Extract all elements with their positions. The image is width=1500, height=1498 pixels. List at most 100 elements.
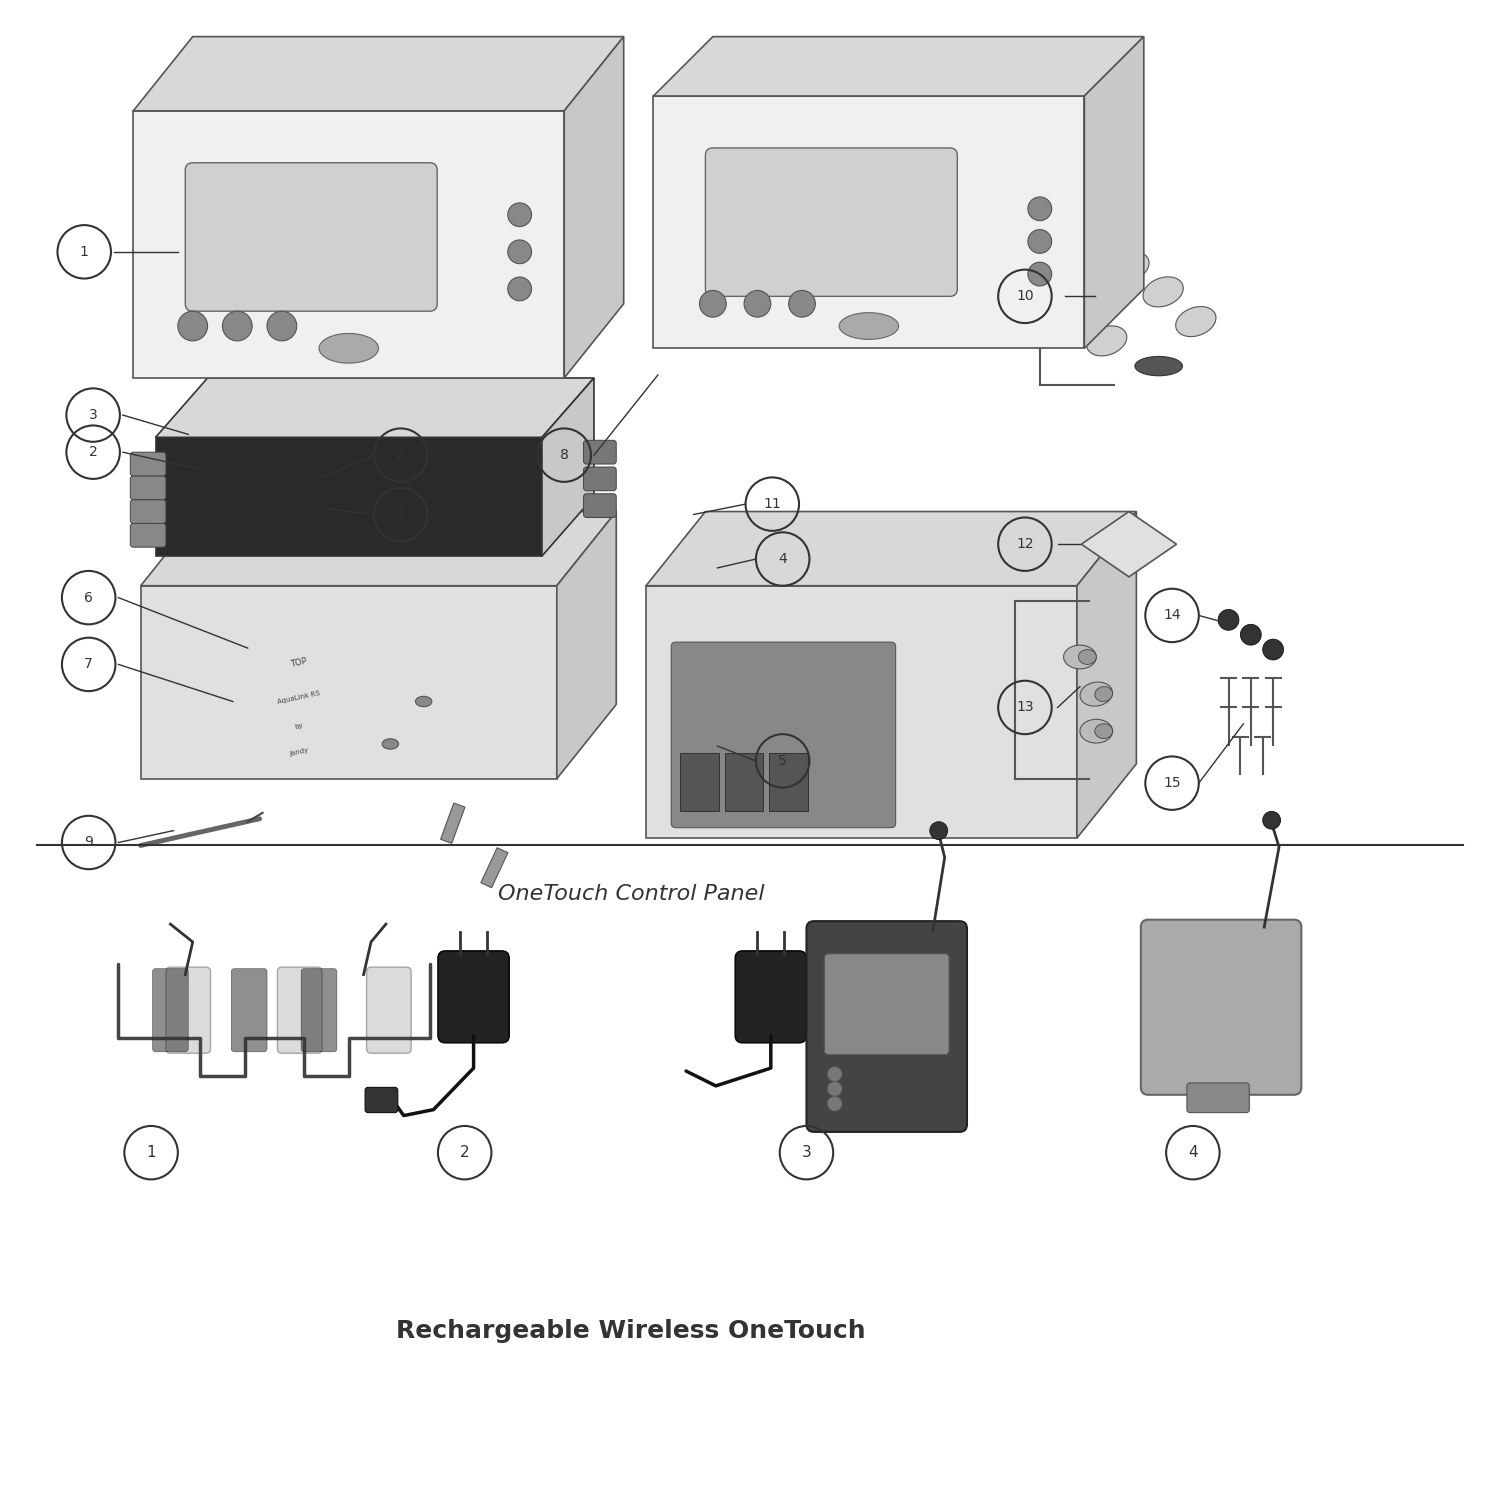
FancyBboxPatch shape [364, 1088, 398, 1113]
Ellipse shape [839, 313, 898, 340]
Polygon shape [134, 111, 564, 377]
FancyBboxPatch shape [186, 163, 436, 312]
Text: 15: 15 [1162, 776, 1180, 789]
Ellipse shape [1064, 646, 1096, 670]
FancyBboxPatch shape [584, 467, 616, 491]
Text: 14: 14 [1162, 608, 1180, 623]
Ellipse shape [1080, 682, 1113, 706]
Polygon shape [564, 36, 624, 377]
Circle shape [828, 1097, 842, 1112]
Circle shape [178, 312, 207, 342]
FancyBboxPatch shape [705, 148, 957, 297]
FancyBboxPatch shape [1142, 920, 1302, 1095]
Circle shape [744, 291, 771, 318]
FancyBboxPatch shape [807, 921, 968, 1132]
Text: Jandy: Jandy [290, 746, 309, 756]
Text: 10: 10 [1016, 289, 1034, 304]
Ellipse shape [416, 697, 432, 707]
FancyBboxPatch shape [825, 954, 950, 1055]
Polygon shape [556, 511, 616, 779]
Text: 13: 13 [1016, 701, 1034, 715]
FancyBboxPatch shape [584, 494, 616, 517]
FancyBboxPatch shape [770, 753, 808, 812]
Circle shape [1263, 812, 1281, 828]
FancyBboxPatch shape [584, 440, 616, 464]
Ellipse shape [1086, 327, 1126, 357]
FancyBboxPatch shape [130, 452, 166, 476]
FancyBboxPatch shape [130, 476, 166, 500]
Circle shape [509, 240, 531, 264]
Circle shape [828, 1067, 842, 1082]
FancyBboxPatch shape [130, 523, 166, 547]
Text: AquaLink RS: AquaLink RS [278, 691, 321, 706]
FancyBboxPatch shape [231, 969, 267, 1052]
Polygon shape [646, 586, 1077, 837]
Text: 3: 3 [801, 1144, 812, 1159]
FancyBboxPatch shape [724, 753, 764, 812]
FancyBboxPatch shape [670, 643, 896, 828]
Circle shape [789, 291, 816, 318]
Text: Rechargeable Wireless OneTouch: Rechargeable Wireless OneTouch [396, 1318, 866, 1342]
Circle shape [222, 312, 252, 342]
Text: 4: 4 [778, 553, 788, 566]
Ellipse shape [1136, 357, 1182, 376]
Text: 2: 2 [396, 448, 405, 463]
FancyBboxPatch shape [735, 951, 807, 1043]
Ellipse shape [382, 739, 399, 749]
FancyBboxPatch shape [366, 968, 411, 1053]
Text: 2: 2 [88, 445, 98, 460]
FancyBboxPatch shape [1186, 1083, 1250, 1113]
FancyBboxPatch shape [302, 969, 338, 1052]
Circle shape [509, 202, 531, 226]
Polygon shape [156, 377, 594, 437]
Polygon shape [1077, 511, 1137, 837]
Circle shape [509, 277, 531, 301]
Text: 6: 6 [84, 590, 93, 605]
FancyBboxPatch shape [278, 968, 322, 1053]
Circle shape [1263, 640, 1284, 661]
Text: by: by [294, 722, 303, 731]
Text: 12: 12 [1016, 538, 1034, 551]
Ellipse shape [1176, 307, 1216, 337]
FancyBboxPatch shape [153, 969, 189, 1052]
Polygon shape [654, 96, 1084, 349]
Text: TOP: TOP [290, 656, 308, 670]
Text: 4: 4 [1188, 1144, 1197, 1159]
Ellipse shape [1143, 277, 1184, 307]
Circle shape [1028, 196, 1051, 220]
Ellipse shape [1078, 650, 1096, 665]
Polygon shape [156, 437, 542, 556]
FancyBboxPatch shape [166, 968, 210, 1053]
Polygon shape [141, 511, 616, 586]
Polygon shape [134, 36, 624, 111]
Polygon shape [654, 36, 1144, 96]
Text: 7: 7 [84, 658, 93, 671]
Ellipse shape [1095, 724, 1113, 739]
FancyBboxPatch shape [130, 500, 166, 523]
Text: 5: 5 [778, 753, 788, 768]
Polygon shape [1084, 36, 1144, 349]
Ellipse shape [320, 334, 378, 363]
FancyBboxPatch shape [680, 753, 718, 812]
Text: 1: 1 [147, 1144, 156, 1159]
Text: 3: 3 [88, 407, 98, 422]
Text: 2: 2 [460, 1144, 470, 1159]
Polygon shape [141, 586, 556, 779]
Text: 11: 11 [764, 497, 782, 511]
Polygon shape [646, 511, 1137, 586]
Circle shape [1240, 625, 1262, 646]
Text: 1: 1 [80, 244, 88, 259]
Circle shape [1218, 610, 1239, 631]
Circle shape [699, 291, 726, 318]
Text: OneTouch Control Panel: OneTouch Control Panel [498, 884, 765, 905]
Polygon shape [542, 377, 594, 556]
FancyBboxPatch shape [438, 951, 509, 1043]
Circle shape [1028, 262, 1051, 286]
Circle shape [828, 1082, 842, 1097]
Text: 8: 8 [560, 448, 568, 463]
Text: 9: 9 [84, 836, 93, 849]
Circle shape [930, 822, 948, 839]
Polygon shape [441, 803, 465, 843]
Text: 3: 3 [396, 508, 405, 521]
Circle shape [267, 312, 297, 342]
